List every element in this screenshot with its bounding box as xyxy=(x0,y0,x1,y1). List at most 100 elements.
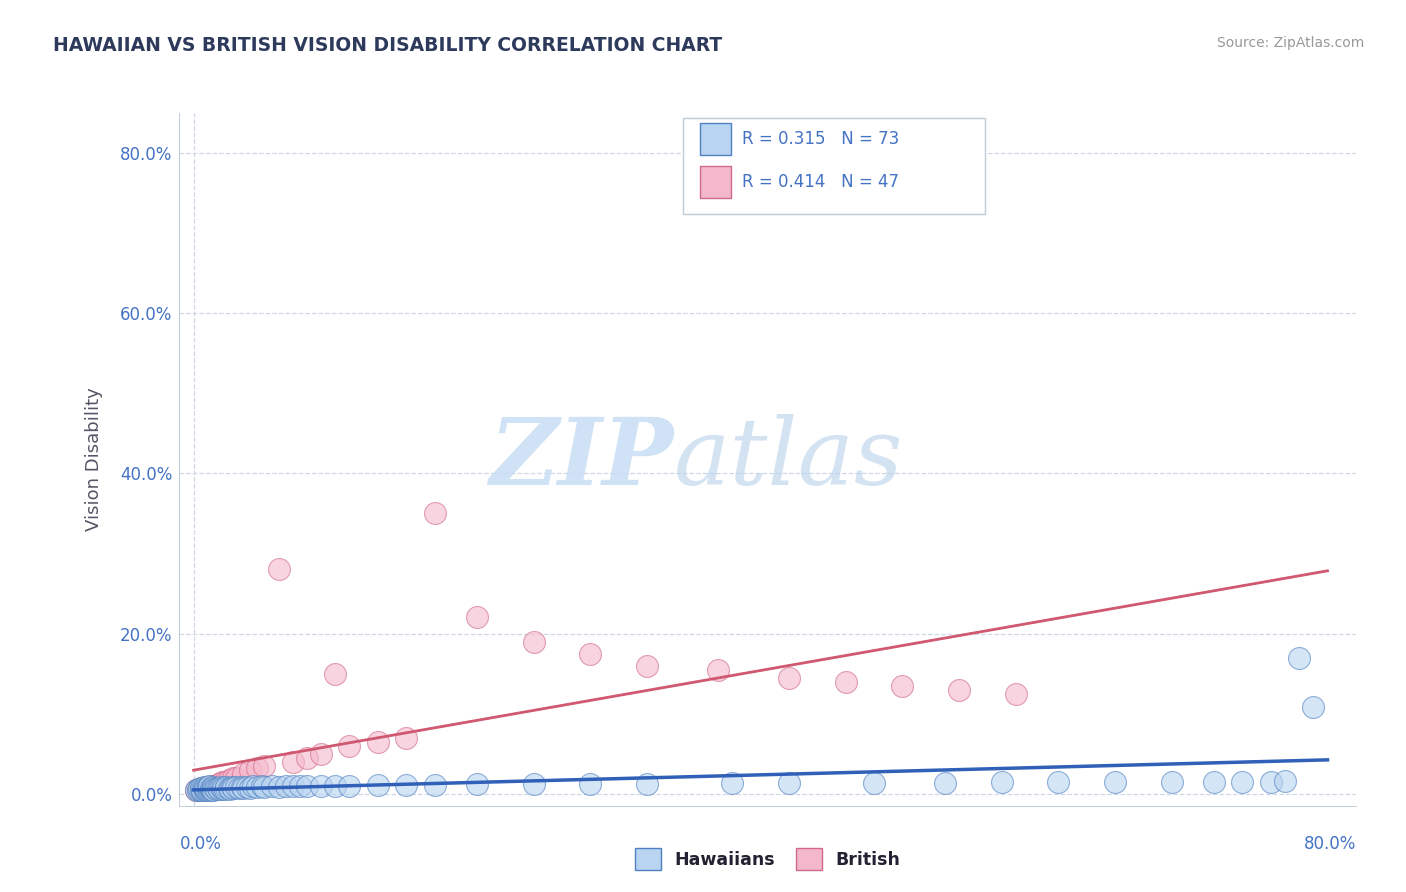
Point xyxy=(465,777,488,791)
Point xyxy=(250,780,273,794)
Point xyxy=(219,781,242,796)
Point xyxy=(205,781,228,796)
Point xyxy=(309,779,332,793)
Point xyxy=(194,781,217,796)
Point xyxy=(190,780,212,795)
Point xyxy=(1288,650,1310,665)
Point xyxy=(423,507,446,521)
Point xyxy=(295,780,318,794)
Legend: Hawaiians, British: Hawaiians, British xyxy=(627,841,908,877)
Point xyxy=(190,782,212,797)
Point xyxy=(323,666,346,681)
Point xyxy=(222,780,245,795)
Point xyxy=(1260,774,1282,789)
Text: 80.0%: 80.0% xyxy=(1303,835,1355,853)
Point xyxy=(208,777,231,791)
Point xyxy=(221,780,243,795)
Point xyxy=(1104,775,1126,789)
Point xyxy=(339,739,361,753)
Point xyxy=(1274,773,1296,788)
Point xyxy=(225,771,247,785)
Point xyxy=(202,780,225,795)
Point xyxy=(253,780,276,795)
Point xyxy=(218,780,240,795)
Point xyxy=(194,782,217,797)
Point xyxy=(1160,775,1182,789)
Point xyxy=(208,781,231,796)
Text: atlas: atlas xyxy=(673,415,903,504)
Point xyxy=(1232,774,1254,789)
Point xyxy=(197,782,219,797)
Point xyxy=(197,780,219,795)
Point xyxy=(193,780,215,795)
Point xyxy=(204,779,226,793)
Point xyxy=(187,783,209,797)
Point xyxy=(523,777,546,791)
Point xyxy=(236,780,259,795)
Point xyxy=(202,782,225,797)
Point xyxy=(579,647,602,661)
Point xyxy=(191,781,214,796)
Point xyxy=(309,747,332,761)
Point xyxy=(222,771,245,785)
Point xyxy=(242,780,264,794)
Point xyxy=(205,779,228,793)
Point xyxy=(267,562,290,576)
Point xyxy=(186,782,208,797)
Point xyxy=(193,781,215,796)
Point xyxy=(204,780,226,795)
Point xyxy=(202,780,225,794)
Point xyxy=(274,780,297,794)
Text: Source: ZipAtlas.com: Source: ZipAtlas.com xyxy=(1216,36,1364,50)
Point xyxy=(1047,775,1070,789)
Point xyxy=(465,610,488,624)
Point xyxy=(190,782,212,797)
Point xyxy=(863,776,886,790)
Point xyxy=(367,734,389,748)
Point xyxy=(579,777,602,791)
Point xyxy=(260,780,283,794)
Point xyxy=(207,778,229,792)
Point xyxy=(232,780,254,795)
Point xyxy=(188,781,211,796)
Point xyxy=(188,781,211,796)
Point xyxy=(423,778,446,792)
Point xyxy=(281,755,304,769)
Point xyxy=(253,758,276,772)
Point xyxy=(211,781,233,796)
Point xyxy=(1204,774,1226,789)
Point xyxy=(200,782,222,797)
Point xyxy=(215,780,238,795)
Text: R = 0.315   N = 73: R = 0.315 N = 73 xyxy=(742,130,900,148)
Text: ZIP: ZIP xyxy=(489,415,673,504)
Point xyxy=(1302,700,1324,714)
Text: 0.0%: 0.0% xyxy=(180,835,221,853)
Point xyxy=(194,780,217,795)
Point xyxy=(190,780,212,795)
Point xyxy=(246,780,269,795)
Text: HAWAIIAN VS BRITISH VISION DISABILITY CORRELATION CHART: HAWAIIAN VS BRITISH VISION DISABILITY CO… xyxy=(53,36,723,54)
Point xyxy=(721,776,744,790)
Text: R = 0.414   N = 47: R = 0.414 N = 47 xyxy=(742,173,898,191)
Point xyxy=(198,781,221,796)
Point xyxy=(212,780,235,795)
Point xyxy=(218,772,240,787)
Point xyxy=(211,775,233,789)
Point xyxy=(948,682,970,697)
Point xyxy=(207,780,229,795)
Point xyxy=(288,779,311,793)
Point xyxy=(232,766,254,780)
Point xyxy=(395,731,418,745)
Point xyxy=(267,780,290,795)
Point xyxy=(523,634,546,648)
Point xyxy=(231,780,253,795)
Point xyxy=(200,780,222,795)
Point xyxy=(198,780,221,795)
Point xyxy=(281,780,304,794)
Point xyxy=(228,780,250,795)
Point xyxy=(707,663,730,677)
Point xyxy=(209,780,232,795)
Point xyxy=(367,778,389,792)
Point xyxy=(193,780,215,795)
Point xyxy=(195,781,218,796)
